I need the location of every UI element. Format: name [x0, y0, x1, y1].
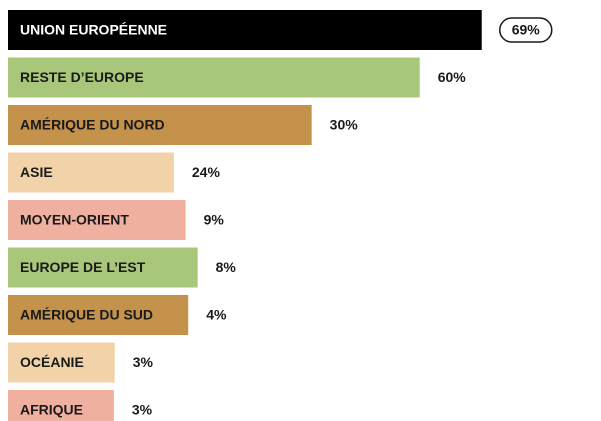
- bar-label: ASIE: [20, 164, 53, 180]
- bar-label: MOYEN-ORIENT: [20, 212, 129, 228]
- bar-label: AMÉRIQUE DU NORD: [20, 117, 165, 133]
- bar-label: OCÉANIE: [20, 354, 84, 370]
- bar: [8, 200, 186, 240]
- bar: [8, 57, 420, 98]
- bar: [8, 105, 312, 145]
- value-label: 3%: [133, 354, 154, 370]
- value-pill: [498, 17, 553, 43]
- bar: [8, 10, 482, 50]
- value-label: 3%: [132, 402, 153, 418]
- value-label: 69%: [512, 22, 541, 38]
- bar-label: AMÉRIQUE DU SUD: [20, 307, 153, 323]
- bar: [8, 295, 189, 335]
- bar: [8, 152, 174, 193]
- value-label: 4%: [206, 307, 227, 323]
- bar: [8, 390, 114, 421]
- bar-label: AFRIQUE: [20, 402, 83, 418]
- bar-label: EUROPE DE L’EST: [20, 259, 146, 275]
- bar: [8, 247, 198, 288]
- value-label: 24%: [192, 164, 221, 180]
- bar: [8, 342, 115, 383]
- bar-label: RESTE D’EUROPE: [20, 69, 144, 85]
- value-label: 30%: [330, 117, 359, 133]
- value-label: 9%: [204, 212, 225, 228]
- value-label: 8%: [216, 259, 237, 275]
- bar-label: UNION EUROPÉENNE: [20, 22, 167, 38]
- value-label: 60%: [438, 69, 467, 85]
